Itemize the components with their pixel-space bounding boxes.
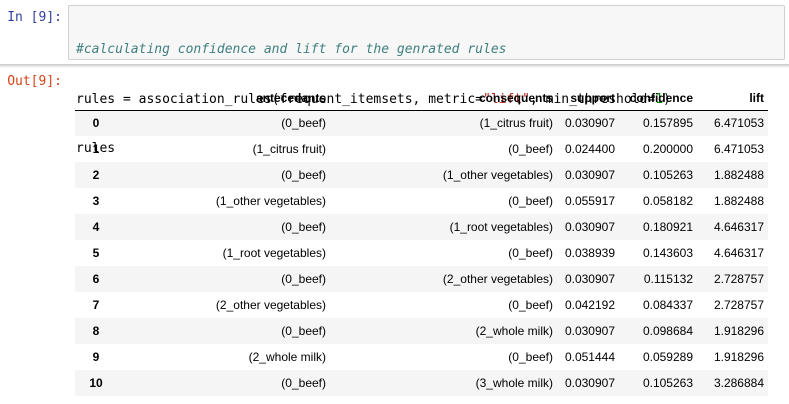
cell-support: 0.030907 — [564, 168, 615, 182]
cell-lift: 6.471053 — [713, 142, 764, 156]
cell-consequents: (1_root vegetables) — [449, 220, 553, 234]
cell-confidence: 0.059289 — [642, 350, 693, 364]
row-index: 5 — [92, 246, 100, 260]
cell-lift: 4.646317 — [713, 220, 764, 234]
row-index: 10 — [89, 376, 103, 390]
cell-confidence: 0.098684 — [642, 324, 693, 338]
cell-antecedants: (0_beef) — [281, 168, 326, 182]
cell-lift: 1.882488 — [713, 168, 764, 182]
row-index: 7 — [92, 298, 100, 312]
cell-support: 0.038939 — [564, 246, 615, 260]
cell-antecedants: (0_beef) — [281, 376, 326, 390]
cell-consequents: (0_beef) — [508, 142, 553, 156]
code-editor[interactable]: #calculating confidence and lift for the… — [68, 5, 785, 156]
cell-support: 0.030907 — [564, 220, 615, 234]
cell-support: 0.030907 — [564, 376, 615, 390]
table-row: 1 (1_citrus fruit) (0_beef) 0.024400 0.2… — [75, 136, 768, 162]
cell-antecedants: (0_beef) — [281, 324, 326, 338]
cell-support: 0.042192 — [564, 298, 615, 312]
cell-confidence: 0.115132 — [643, 272, 693, 286]
row-index: 2 — [92, 168, 100, 182]
column-header-lift: lift — [697, 86, 768, 111]
cell-confidence: 0.084337 — [642, 298, 693, 312]
input-prompt: In [9]: — [7, 10, 62, 25]
column-header-confidence: confidence — [619, 86, 697, 111]
table-row: 7 (2_other vegetables) (0_beef) 0.042192… — [75, 292, 768, 318]
cell-confidence: 0.157895 — [642, 116, 693, 131]
cell-lift: 3.286884 — [713, 376, 764, 390]
cell-lift: 1.918296 — [713, 350, 764, 364]
code-variable: rules — [76, 141, 116, 156]
cell-antecedants: (1_other vegetables) — [215, 194, 326, 208]
cell-antecedants: (2_whole milk) — [248, 350, 326, 364]
code-line-3: rules — [76, 141, 784, 158]
cell-consequents: (2_other vegetables) — [442, 272, 553, 286]
rules-dataframe: antecedants consequents support confiden… — [75, 86, 768, 396]
output-prompt: Out[9]: — [7, 74, 62, 89]
table-row: 10 (0_beef) (3_whole milk) 0.030907 0.10… — [75, 370, 768, 396]
code-line-1: #calculating confidence and lift for the… — [76, 42, 784, 59]
table-row: 5 (1_root vegetables) (0_beef) 0.038939 … — [75, 240, 768, 266]
row-index: 1 — [92, 142, 100, 156]
code-comment: #calculating confidence and lift for the… — [76, 42, 507, 57]
cell-confidence: 0.143603 — [642, 246, 693, 260]
table-body: 0 (0_beef) (1_citrus fruit) 0.030907 0.1… — [75, 110, 768, 396]
cell-antecedants: (1_root vegetables) — [222, 246, 326, 260]
table-row: 8 (0_beef) (2_whole milk) 0.030907 0.098… — [75, 318, 768, 344]
cell-lift: 1.918296 — [713, 324, 764, 338]
cell-consequents: (1_other vegetables) — [442, 168, 553, 182]
table-row: 0 (0_beef) (1_citrus fruit) 0.030907 0.1… — [75, 110, 768, 136]
column-header-support: support — [557, 86, 619, 111]
cell-support: 0.055917 — [564, 194, 615, 208]
table-row: 3 (1_other vegetables) (0_beef) 0.055917… — [75, 188, 768, 214]
cell-confidence: 0.058182 — [642, 194, 693, 208]
row-index: 8 — [92, 324, 100, 338]
table-row: 9 (2_whole milk) (0_beef) 0.051444 0.059… — [75, 344, 768, 370]
table-row: 2 (0_beef) (1_other vegetables) 0.030907… — [75, 162, 768, 188]
cell-consequents: (2_whole milk) — [475, 324, 553, 338]
cell-antecedants: (0_beef) — [281, 220, 326, 234]
cell-antecedants: (0_beef) — [281, 272, 326, 286]
cell-lift: 6.471053 — [713, 116, 764, 131]
cell-consequents: (0_beef) — [508, 194, 553, 208]
row-index: 4 — [92, 220, 100, 234]
cell-confidence: 0.105263 — [642, 376, 693, 390]
cell-confidence: 0.200000 — [642, 142, 693, 156]
table-row: 6 (0_beef) (2_other vegetables) 0.030907… — [75, 266, 768, 292]
row-index: 0 — [92, 116, 100, 131]
cell-lift: 2.728757 — [713, 298, 764, 312]
cell-confidence: 0.180921 — [642, 220, 693, 234]
cell-consequents: (1_citrus fruit) — [479, 116, 553, 131]
cell-consequents: (0_beef) — [508, 246, 553, 260]
cell-support: 0.030907 — [564, 116, 615, 131]
header-row: antecedants consequents support confiden… — [75, 86, 768, 111]
row-index: 6 — [92, 272, 100, 286]
cell-consequents: (0_beef) — [508, 350, 553, 364]
cell-antecedants: (2_other vegetables) — [215, 298, 326, 312]
cell-support: 0.024400 — [564, 142, 615, 156]
cell-support: 0.051444 — [564, 350, 615, 364]
cell-support: 0.030907 — [564, 324, 615, 338]
row-index: 3 — [92, 194, 100, 208]
column-header-consequents: consequents — [330, 86, 557, 111]
cell-consequents: (0_beef) — [508, 298, 553, 312]
cell-lift: 2.728757 — [713, 272, 764, 286]
row-index: 9 — [92, 350, 100, 364]
cell-support: 0.030907 — [564, 272, 615, 286]
cell-consequents: (3_whole milk) — [475, 376, 553, 390]
cell-lift: 1.882488 — [713, 194, 764, 208]
cell-antecedants: (0_beef) — [281, 116, 326, 131]
table-row: 4 (0_beef) (1_root vegetables) 0.030907 … — [75, 214, 768, 240]
cell-separator — [0, 64, 789, 68]
cell-antecedants: (1_citrus fruit) — [252, 142, 326, 156]
cell-confidence: 0.105263 — [642, 168, 693, 182]
index-header — [75, 86, 117, 111]
cell-lift: 4.646317 — [713, 246, 764, 260]
column-header-antecedants: antecedants — [117, 86, 330, 111]
